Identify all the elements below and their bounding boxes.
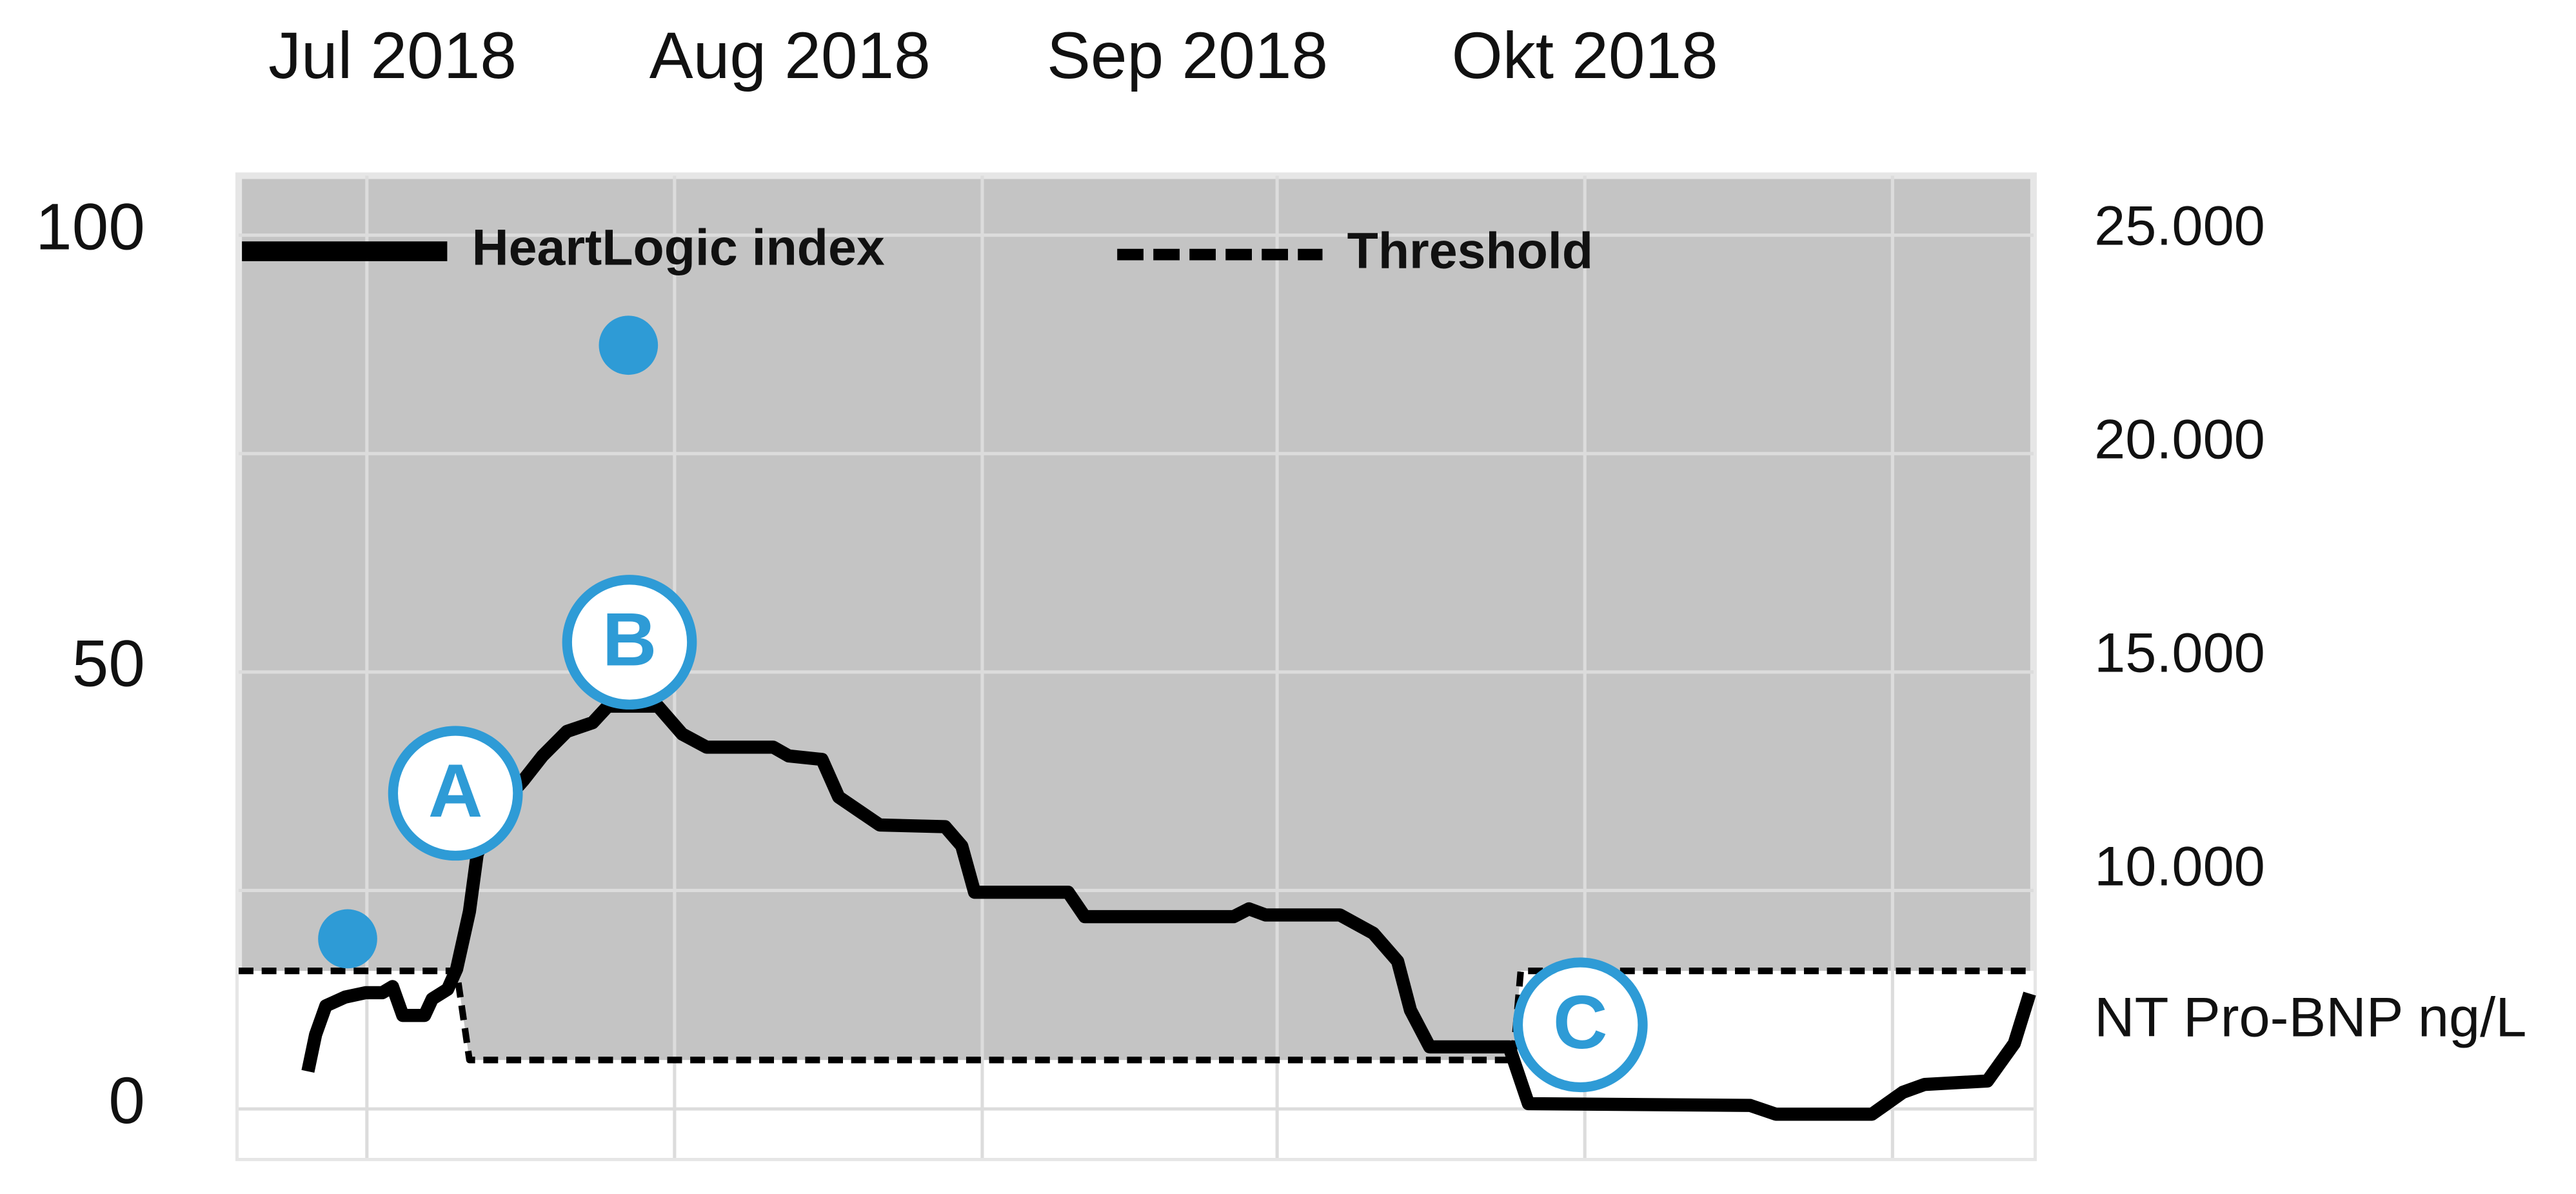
y-tick-label: 100 (35, 190, 145, 263)
annotation-label: C (1553, 980, 1608, 1064)
annotation-badge (1512, 957, 1648, 1093)
annotation-label: B (602, 597, 657, 682)
y-tick-label: 50 (72, 627, 145, 701)
x-tick-label: Okt 2018 (1452, 19, 1718, 92)
index-line (301, 699, 2036, 1121)
annotation-badge (388, 726, 523, 861)
y2-axis-label: NT Pro-BNP ng/L (2094, 987, 2526, 1049)
bnp-point (599, 315, 659, 375)
x-tick-label: Aug 2018 (649, 19, 931, 92)
y-tick-label: 0 (108, 1064, 145, 1137)
y2-tick-label: 20.000 (2094, 408, 2265, 470)
legend-label: Threshold (1347, 222, 1593, 279)
y2-tick-label: 10.000 (2094, 835, 2265, 897)
x-tick-label: Jul 2018 (268, 19, 517, 92)
legend-label: HeartLogic index (472, 219, 885, 275)
x-tick-label: Sep 2018 (1047, 19, 1328, 92)
bnp-point (318, 909, 377, 969)
y2-tick-label: 25.000 (2094, 195, 2265, 257)
annotation-badge (562, 575, 697, 710)
annotation-label: A (428, 748, 483, 833)
y2-tick-label: 15.000 (2094, 622, 2265, 684)
